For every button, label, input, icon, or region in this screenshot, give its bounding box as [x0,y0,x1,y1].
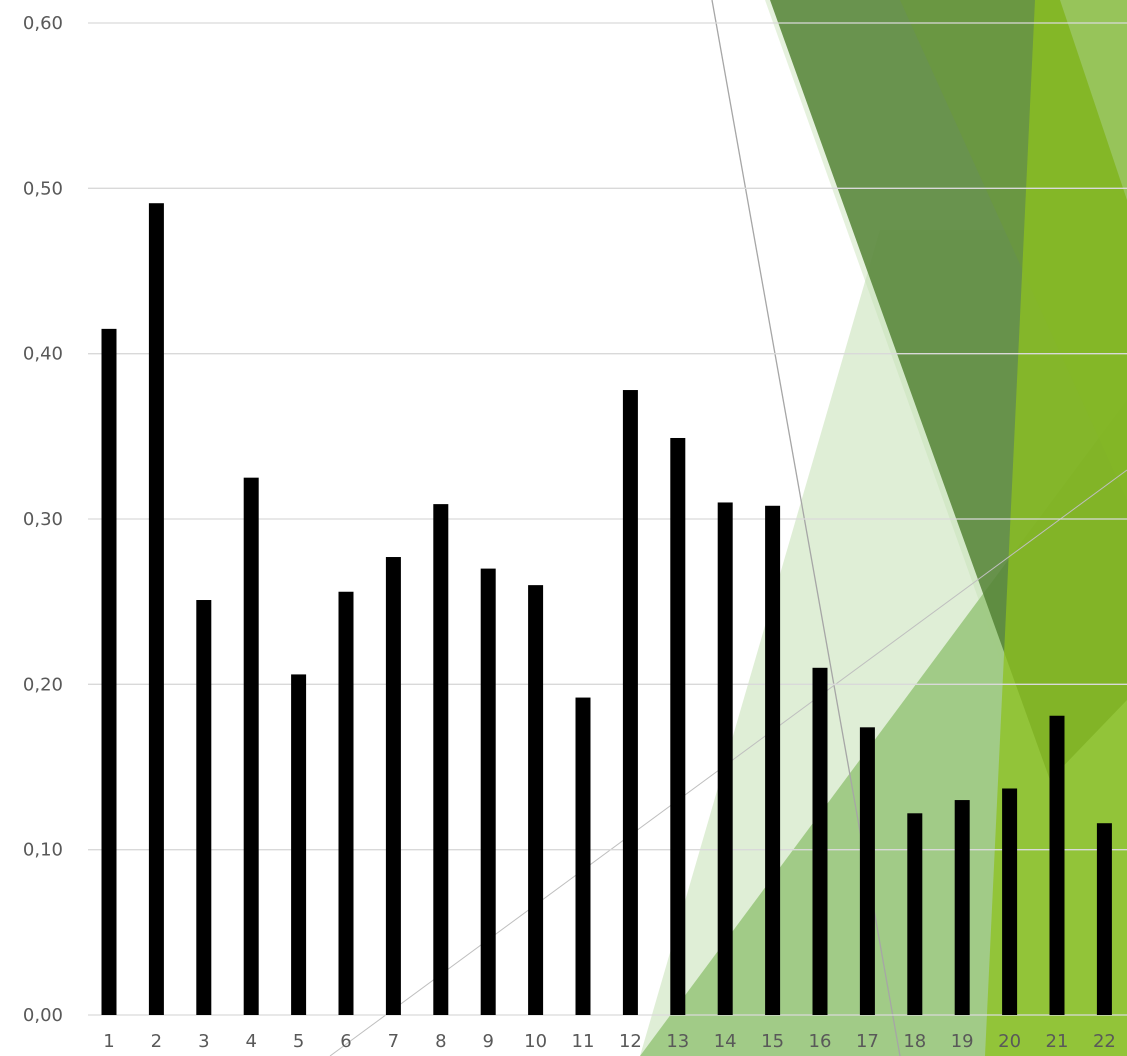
bar-10 [528,585,544,1015]
x-axis-tick-labels: 1 2 3 4 5 6 7 8 9 10 11 12 13 14 15 16 17 18 19 20 21 22 [103,1031,1116,1052]
bar-3 [196,600,212,1015]
y-tick-label: 0,30 [23,509,63,530]
bar-8 [433,504,449,1015]
x-tick-label: 14 [714,1031,737,1052]
bar-22 [1096,823,1112,1015]
bar-13 [670,437,686,1015]
x-tick-label: 18 [903,1031,926,1052]
x-tick-label: 15 [761,1031,784,1052]
y-axis-tick-labels: 0,00 0,10 0,20 0,30 0,40 0,50 0,60 [23,13,63,1026]
x-tick-label: 11 [572,1031,595,1052]
x-tick-label: 22 [1093,1031,1116,1052]
x-tick-label: 10 [524,1031,547,1052]
x-tick-label: 16 [809,1031,832,1052]
bar-20 [1002,788,1018,1015]
x-tick-label: 2 [151,1031,162,1052]
x-tick-label: 6 [340,1031,351,1052]
bar-15 [765,505,781,1015]
bar-11 [575,697,591,1015]
bar-18 [907,813,923,1015]
y-tick-label: 0,10 [23,840,63,861]
y-tick-label: 0,60 [23,13,63,34]
y-tick-label: 0,00 [23,1005,63,1026]
bar-17 [859,727,875,1015]
y-tick-label: 0,20 [23,674,63,695]
bar-21 [1049,715,1065,1015]
x-tick-label: 1 [103,1031,114,1052]
bar-9 [480,568,496,1015]
x-tick-label: 3 [198,1031,209,1052]
x-tick-label: 5 [293,1031,304,1052]
bar-5 [291,674,307,1015]
x-tick-label: 8 [435,1031,446,1052]
bar-2 [148,203,164,1016]
gridlines [88,22,1127,1016]
bars [101,203,1112,1016]
x-tick-label: 9 [482,1031,493,1052]
x-tick-label: 13 [666,1031,689,1052]
bar-4 [243,477,259,1016]
bar-16 [812,667,828,1015]
y-tick-label: 0,50 [23,178,63,199]
x-tick-label: 17 [856,1031,879,1052]
x-tick-label: 7 [388,1031,399,1052]
x-tick-label: 12 [619,1031,642,1052]
bar-12 [622,390,638,1015]
y-tick-label: 0,40 [23,344,63,365]
bar-19 [954,800,970,1015]
x-tick-label: 4 [245,1031,256,1052]
x-tick-label: 21 [1046,1031,1069,1052]
bar-7 [385,557,401,1015]
bar-1 [101,328,117,1015]
x-tick-label: 20 [998,1031,1021,1052]
bar-6 [338,591,354,1015]
bar-14 [717,502,733,1015]
x-tick-label: 19 [951,1031,974,1052]
